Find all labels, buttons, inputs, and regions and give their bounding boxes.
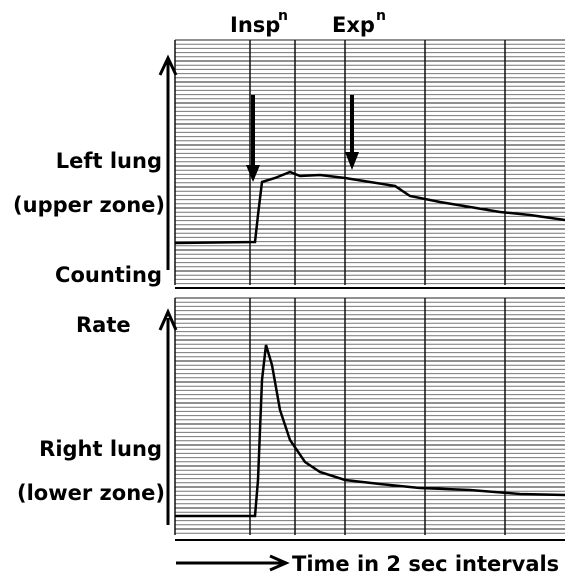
counting-label: Counting	[55, 263, 162, 287]
lower-zone-label: (lower zone)	[17, 481, 165, 505]
insp-label: Insp	[230, 13, 280, 37]
exp-arrowhead	[345, 152, 359, 170]
insp-sup: n	[278, 8, 288, 24]
insp-arrowhead	[246, 165, 260, 182]
time-label: Time in 2 sec intervals	[292, 552, 559, 576]
exp-sup: n	[376, 8, 386, 24]
lower-trace	[175, 345, 565, 516]
rate-label: Rate	[76, 313, 131, 337]
upper-zone-label: (upper zone)	[13, 193, 165, 217]
exp-label: Exp	[332, 13, 375, 37]
event-arrows	[253, 95, 352, 168]
right-lung-label: Right lung	[39, 437, 162, 461]
left-lung-label: Left lung	[56, 149, 162, 173]
recording-grid	[175, 40, 565, 540]
axis-arrows	[160, 58, 286, 570]
recording-figure: Insp n Exp n Left lung (upper zone) Coun…	[0, 0, 565, 581]
